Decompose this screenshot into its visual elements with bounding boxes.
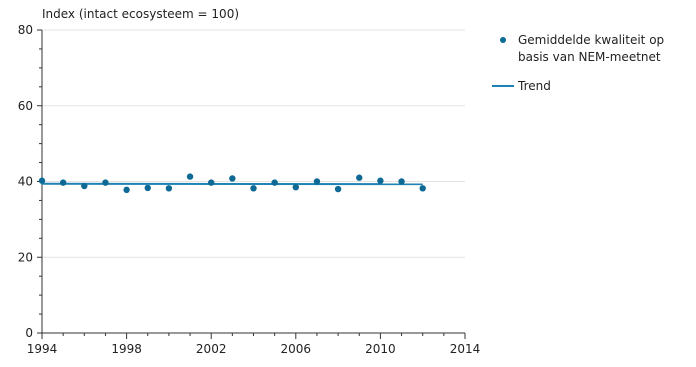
data-point	[398, 178, 405, 185]
y-tick-label: 60	[18, 99, 33, 113]
data-point	[419, 185, 426, 192]
data-point	[292, 183, 299, 191]
x-tick-label: 1994	[27, 342, 58, 356]
x-tick-label: 2010	[365, 342, 396, 356]
data-point	[38, 177, 46, 184]
legend: Gemiddelde kwaliteit op basis van NEM-me…	[490, 32, 696, 107]
data-point	[377, 177, 384, 184]
data-point	[271, 179, 278, 186]
legend-item-points: Gemiddelde kwaliteit op basis van NEM-me…	[490, 32, 696, 66]
data-point	[186, 173, 194, 180]
data-point	[144, 184, 151, 192]
data-point	[250, 185, 257, 192]
legend-line-icon	[492, 85, 514, 87]
y-axis-title: Index (intact ecosysteem = 100)	[42, 7, 239, 21]
data-point	[356, 174, 363, 181]
x-tick-label: 1998	[111, 342, 142, 356]
data-point	[229, 175, 236, 182]
x-tick-label: 2014	[450, 342, 481, 356]
y-axis-ticks: 0 20 40 60 80	[18, 23, 42, 340]
y-tick-label: 40	[18, 175, 33, 189]
data-point	[102, 179, 109, 186]
data-point	[165, 185, 173, 192]
x-tick-label: 2006	[281, 342, 312, 356]
x-axis-ticks: 1994 1998 2002 2006 2010 2014	[27, 333, 481, 356]
legend-label-points: Gemiddelde kwaliteit op basis van NEM-me…	[518, 33, 665, 64]
legend-item-trend: Trend	[490, 78, 696, 95]
y-tick-label: 20	[18, 250, 33, 264]
data-point	[313, 178, 321, 185]
y-tick-label: 0	[25, 326, 33, 340]
data-point	[334, 185, 342, 193]
data-point	[208, 179, 215, 186]
data-point	[59, 179, 67, 186]
y-tick-label: 80	[18, 23, 33, 37]
point-series	[38, 173, 426, 194]
legend-label-trend: Trend	[518, 79, 551, 93]
x-tick-label: 2002	[196, 342, 227, 356]
legend-dot-icon	[500, 37, 506, 43]
data-point	[123, 186, 130, 194]
data-point	[81, 182, 88, 190]
gridlines	[42, 29, 465, 258]
